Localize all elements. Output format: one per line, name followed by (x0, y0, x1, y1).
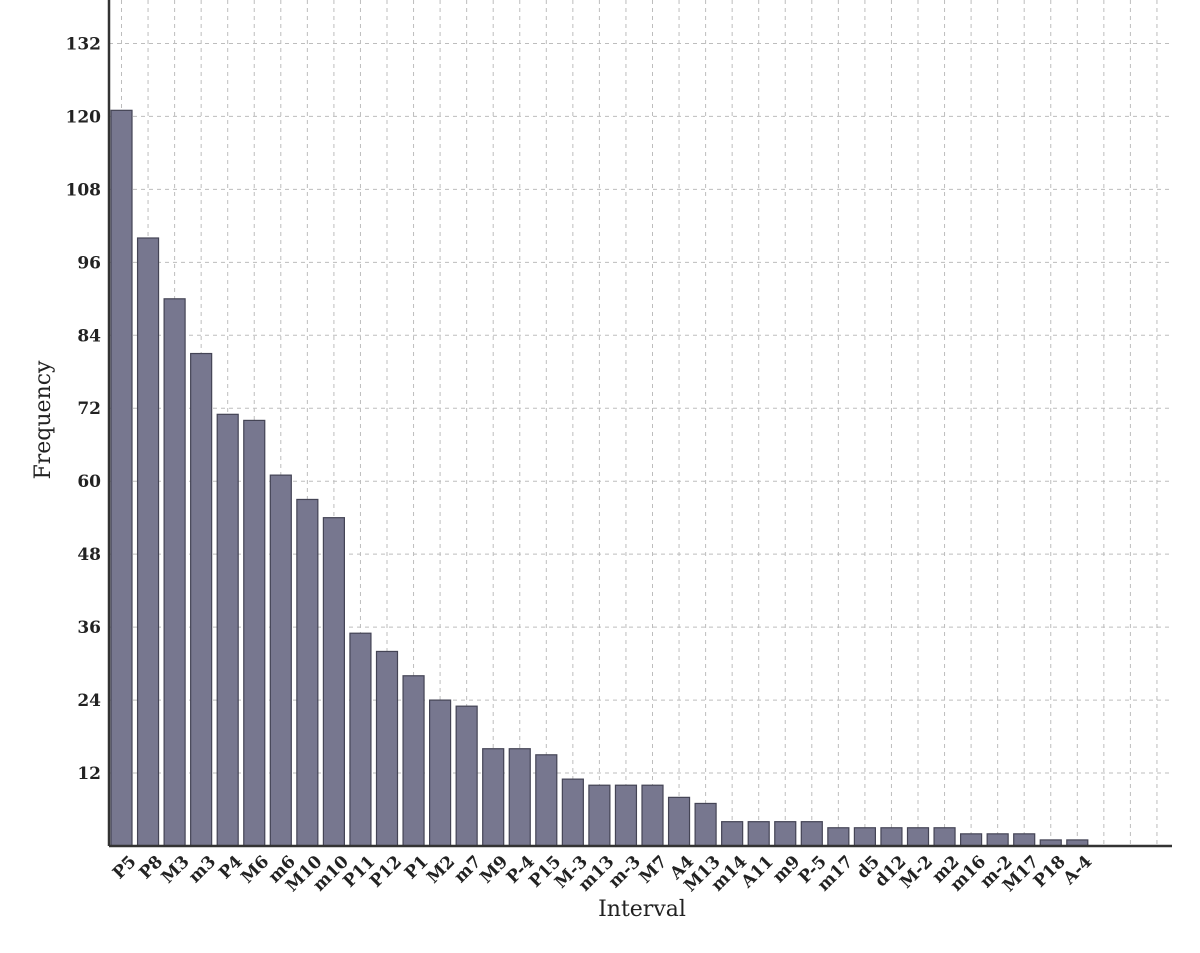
bar-P1 (402, 675, 425, 847)
x-axis-title: Interval (598, 897, 686, 922)
bar-M7 (641, 784, 664, 847)
y-tick-label: 12 (77, 764, 101, 784)
bar-m14 (721, 821, 744, 847)
bar-d5 (853, 827, 877, 847)
bar-P8 (136, 237, 160, 847)
y-tick-label: 108 (66, 180, 102, 200)
y-tick-label: 96 (77, 253, 101, 273)
bar-m9 (774, 821, 797, 847)
bar-M13 (694, 802, 717, 847)
bar-M-2 (906, 827, 930, 847)
bar-P11 (349, 632, 372, 847)
bar-m-3 (614, 784, 638, 847)
bar-M10 (296, 498, 319, 847)
bar-P-5 (800, 821, 823, 847)
bar-m13 (588, 784, 611, 847)
bar-M9 (482, 748, 505, 847)
bars-layer (110, 109, 1089, 847)
y-tick-label: 120 (66, 107, 102, 127)
bar-P5 (110, 109, 133, 847)
y-tick-label: 84 (77, 326, 101, 346)
y-tick-label: 24 (77, 691, 101, 711)
y-tick-label: 72 (77, 399, 101, 419)
bar-M6 (243, 419, 266, 847)
y-tick-label: 132 (66, 34, 102, 54)
bar-m3 (190, 352, 213, 847)
bar-m10 (322, 517, 345, 847)
bar-d12 (880, 827, 903, 847)
bar-M-3 (561, 778, 584, 847)
y-tick-label: 36 (77, 618, 101, 638)
x-tick-label: P12 (366, 852, 406, 892)
bar-m16 (959, 833, 983, 847)
bar-M3 (163, 298, 186, 847)
x-tick-label: A-4 (1059, 852, 1097, 890)
y-tick-label: 48 (77, 545, 101, 565)
bar-A11 (747, 821, 770, 847)
grid-layer (109, 0, 1172, 846)
bar-P12 (375, 650, 399, 847)
y-tick-label: 60 (77, 472, 101, 492)
bar-m7 (455, 705, 478, 847)
y-axis-title: Frequency (31, 360, 56, 480)
x-tick-labels: P5P8M3m3P4M6m6M10m10P11P12P1M2m7M9P-4P15… (109, 852, 1096, 896)
bar-m2 (933, 827, 956, 847)
bar-m17 (827, 827, 850, 847)
bar-A4 (667, 796, 691, 847)
bar-P15 (535, 754, 558, 847)
bar-m6 (269, 474, 292, 847)
bar-M17 (1013, 833, 1036, 847)
bar-M2 (429, 699, 452, 847)
bar-P-4 (508, 748, 531, 847)
bar-P4 (216, 413, 239, 847)
bar-m-2 (986, 833, 1009, 847)
y-tick-labels: 12 24 36 48 60 72 84 96 108 120 132 (66, 34, 102, 784)
